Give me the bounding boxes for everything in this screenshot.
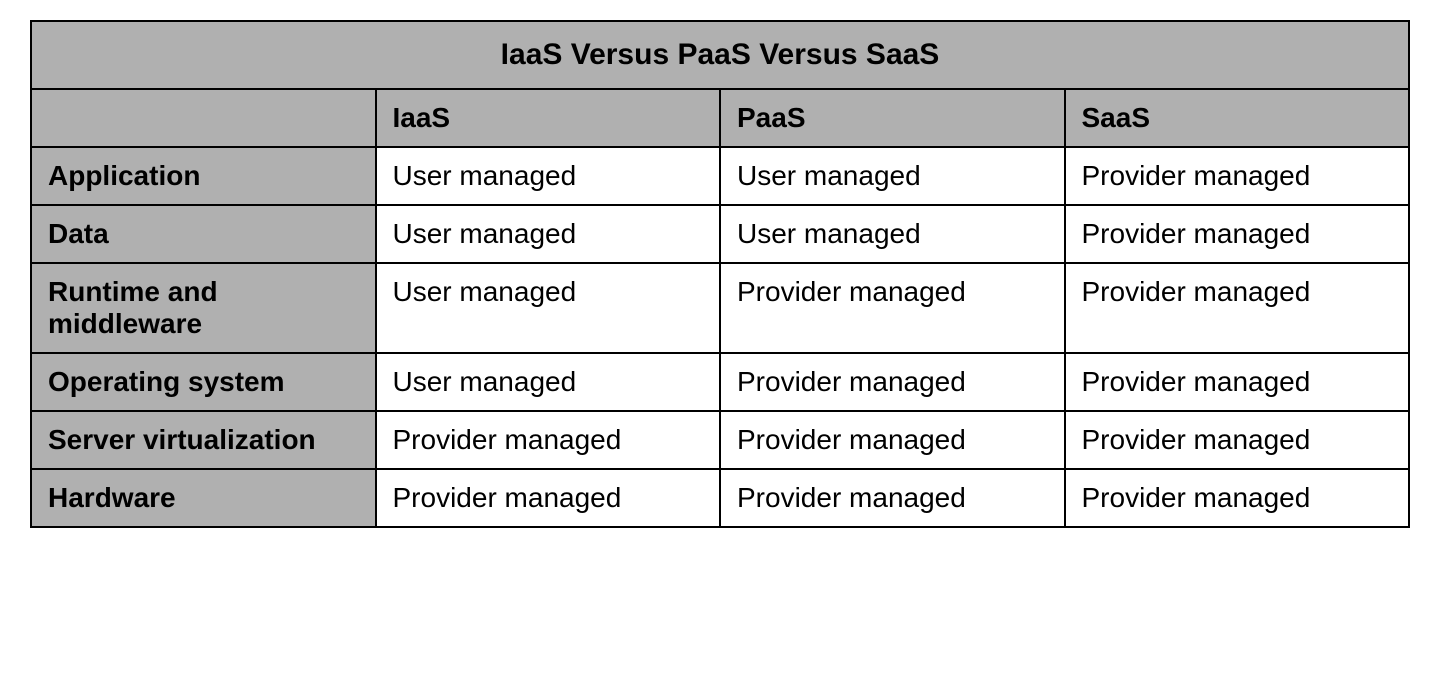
cell-application-paas: User managed [720, 147, 1065, 205]
row-label-hardware: Hardware [31, 469, 376, 527]
row-label-data: Data [31, 205, 376, 263]
cell-data-iaas: User managed [376, 205, 721, 263]
table-title: IaaS Versus PaaS Versus SaaS [31, 21, 1409, 89]
comparison-table: IaaS Versus PaaS Versus SaaS IaaS PaaS S… [30, 20, 1410, 528]
table-row: Runtime and middleware User managed Prov… [31, 263, 1409, 353]
cell-hardware-iaas: Provider managed [376, 469, 721, 527]
cell-data-saas: Provider managed [1065, 205, 1410, 263]
header-empty [31, 89, 376, 147]
cell-runtime-saas: Provider managed [1065, 263, 1410, 353]
row-label-virtualization: Server virtualization [31, 411, 376, 469]
row-label-os: Operating system [31, 353, 376, 411]
table-row: Hardware Provider managed Provider manag… [31, 469, 1409, 527]
cell-application-iaas: User managed [376, 147, 721, 205]
header-saas: SaaS [1065, 89, 1410, 147]
title-row: IaaS Versus PaaS Versus SaaS [31, 21, 1409, 89]
table-row: Operating system User managed Provider m… [31, 353, 1409, 411]
cell-os-paas: Provider managed [720, 353, 1065, 411]
cell-virtualization-saas: Provider managed [1065, 411, 1410, 469]
cell-virtualization-paas: Provider managed [720, 411, 1065, 469]
header-paas: PaaS [720, 89, 1065, 147]
cell-os-iaas: User managed [376, 353, 721, 411]
table-row: Data User managed User managed Provider … [31, 205, 1409, 263]
table-row: Application User managed User managed Pr… [31, 147, 1409, 205]
row-label-application: Application [31, 147, 376, 205]
cell-runtime-paas: Provider managed [720, 263, 1065, 353]
cell-os-saas: Provider managed [1065, 353, 1410, 411]
header-row: IaaS PaaS SaaS [31, 89, 1409, 147]
cell-runtime-iaas: User managed [376, 263, 721, 353]
table-row: Server virtualization Provider managed P… [31, 411, 1409, 469]
header-iaas: IaaS [376, 89, 721, 147]
cell-hardware-saas: Provider managed [1065, 469, 1410, 527]
cell-data-paas: User managed [720, 205, 1065, 263]
row-label-runtime: Runtime and middleware [31, 263, 376, 353]
cell-virtualization-iaas: Provider managed [376, 411, 721, 469]
cell-application-saas: Provider managed [1065, 147, 1410, 205]
cell-hardware-paas: Provider managed [720, 469, 1065, 527]
